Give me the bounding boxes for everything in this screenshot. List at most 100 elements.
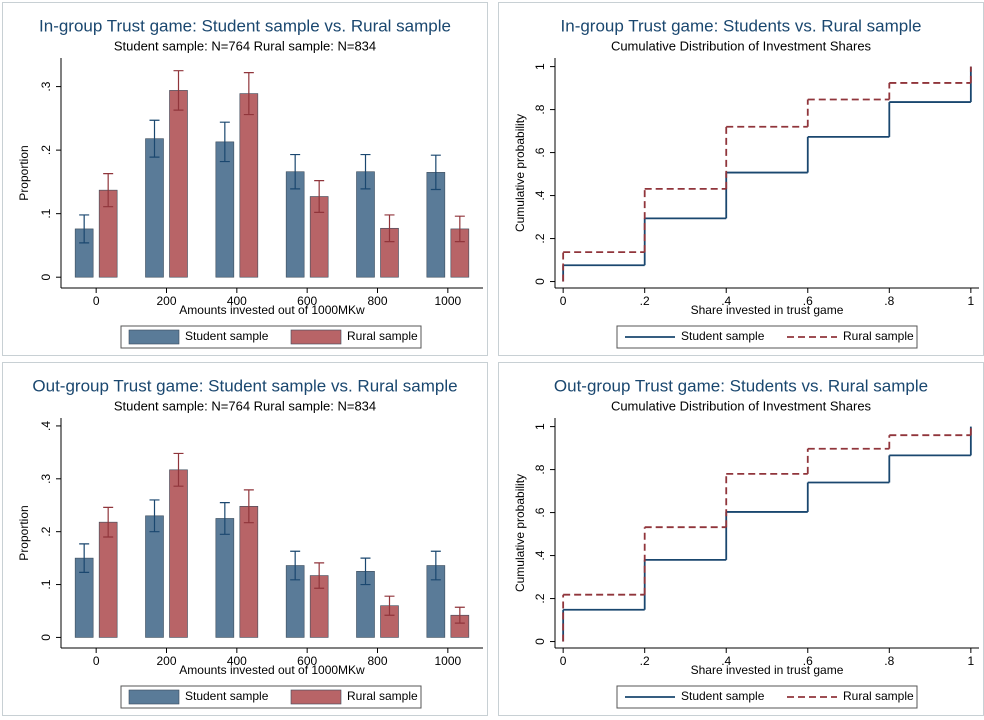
x-tick-label: 0	[560, 654, 567, 668]
chart-subtitle: Cumulative Distribution of Investment Sh…	[611, 38, 872, 53]
legend-label: Rural sample	[843, 689, 914, 703]
y-tick-label: 0	[533, 278, 547, 285]
x-tick-label: 1000	[434, 654, 461, 668]
error-bar	[103, 173, 114, 208]
x-tick-label: 800	[367, 654, 387, 668]
chart-title: Out-group Trust game: Student sample vs.…	[32, 376, 457, 395]
error-bar	[454, 215, 465, 243]
x-tick-label: 200	[156, 294, 176, 308]
x-tick-label: .2	[640, 294, 650, 308]
legend-label: Rural sample	[347, 689, 418, 703]
chart: In-group Trust game: Student sample vs. …	[17, 16, 483, 349]
error-bar	[314, 562, 325, 589]
chart: Out-group Trust game: Student sample vs.…	[17, 376, 483, 709]
x-tick-label: .4	[721, 654, 731, 668]
legend-box	[120, 325, 422, 349]
y-tick-label: .8	[533, 464, 547, 474]
legend-label: Student sample	[681, 689, 765, 703]
x-tick-label: 0	[560, 294, 567, 308]
error-bar	[430, 550, 441, 581]
error-bar	[219, 501, 230, 535]
y-tick-label: .2	[39, 526, 53, 536]
bar	[239, 505, 259, 638]
legend-box	[120, 685, 422, 709]
error-bar	[173, 452, 184, 487]
chart-subtitle: Student sample: N=764 Rural sample: N=83…	[114, 38, 376, 53]
chart-title: Out-group Trust game: Students vs. Rural…	[554, 376, 928, 395]
bar	[239, 93, 259, 278]
legend-swatch	[128, 689, 180, 705]
error-bar	[290, 550, 301, 581]
x-tick-label: 400	[227, 294, 247, 308]
legend-label: Student sample	[185, 689, 269, 703]
y-tick-label: .3	[39, 81, 53, 91]
x-tick-label: .4	[721, 294, 731, 308]
x-axis-label: Amounts invested out of 1000MKw	[179, 663, 365, 677]
x-tick-label: .6	[803, 294, 813, 308]
y-tick-label: .2	[533, 233, 547, 243]
panel: In-group Trust game: Student sample vs. …	[2, 2, 488, 356]
y-axis-label: Cumulative probability	[513, 114, 527, 232]
y-tick-label: .1	[39, 579, 53, 589]
legend-swatch	[290, 329, 342, 345]
y-tick-label: .2	[39, 145, 53, 155]
x-tick-label: 1000	[434, 294, 461, 308]
legend-label: Student sample	[185, 329, 269, 343]
bar	[215, 141, 235, 278]
y-tick-label: 1	[533, 63, 547, 70]
error-bar	[360, 557, 371, 586]
panel: Out-group Trust game: Students vs. Rural…	[498, 362, 984, 716]
y-tick-label: .8	[533, 104, 547, 114]
legend-swatch	[290, 689, 342, 705]
error-bar	[149, 499, 160, 533]
legend-box	[616, 685, 918, 709]
error-bar	[384, 214, 395, 243]
y-tick-label: .4	[533, 550, 547, 560]
x-tick-label: .8	[884, 294, 894, 308]
x-tick-label: 800	[367, 294, 387, 308]
bar	[145, 515, 164, 638]
y-tick-label: .6	[533, 147, 547, 157]
x-tick-label: 0	[93, 654, 100, 668]
x-tick-label: 1	[968, 654, 975, 668]
x-tick-label: 600	[297, 654, 317, 668]
y-tick-label: .1	[39, 208, 53, 218]
chart-subtitle: Student sample: N=764 Rural sample: N=83…	[114, 398, 376, 413]
y-tick-label: .6	[533, 507, 547, 517]
x-axis-label: Amounts invested out of 1000MKw	[179, 303, 365, 317]
error-bar	[149, 119, 160, 158]
y-tick-label: .3	[39, 473, 53, 483]
chart-subtitle: Cumulative Distribution of Investment Sh…	[611, 398, 872, 413]
x-tick-label: 400	[227, 654, 247, 668]
y-tick-label: 0	[39, 274, 53, 281]
error-bar	[360, 153, 371, 190]
error-bar	[243, 72, 254, 116]
error-bar	[173, 70, 184, 111]
bar	[169, 469, 188, 638]
panel: In-group Trust game: Students vs. Rural …	[498, 2, 984, 356]
bar	[98, 521, 118, 638]
x-tick-label: 1	[968, 294, 975, 308]
chart-title: In-group Trust game: Student sample vs. …	[39, 16, 451, 35]
y-tick-label: .4	[533, 190, 547, 200]
error-bar	[314, 180, 325, 213]
chart: In-group Trust game: Students vs. Rural …	[513, 16, 979, 349]
error-bar	[384, 595, 395, 616]
y-tick-label: .2	[533, 593, 547, 603]
error-bar	[290, 153, 301, 190]
error-bar	[103, 506, 114, 538]
error-bar	[430, 154, 441, 191]
x-tick-label: 200	[156, 654, 176, 668]
error-bar	[243, 489, 254, 524]
x-tick-label: 0	[93, 294, 100, 308]
y-tick-label: 0	[39, 634, 53, 641]
y-axis-label: Proportion	[17, 505, 31, 560]
error-bar	[219, 121, 230, 163]
y-tick-label: 1	[533, 423, 547, 430]
x-axis-label: Share invested in trust game	[691, 663, 844, 677]
chart: Out-group Trust game: Students vs. Rural…	[513, 376, 979, 709]
legend-label: Rural sample	[347, 329, 418, 343]
legend-swatch	[128, 329, 180, 345]
bar	[215, 518, 235, 638]
legend-box	[616, 325, 918, 349]
